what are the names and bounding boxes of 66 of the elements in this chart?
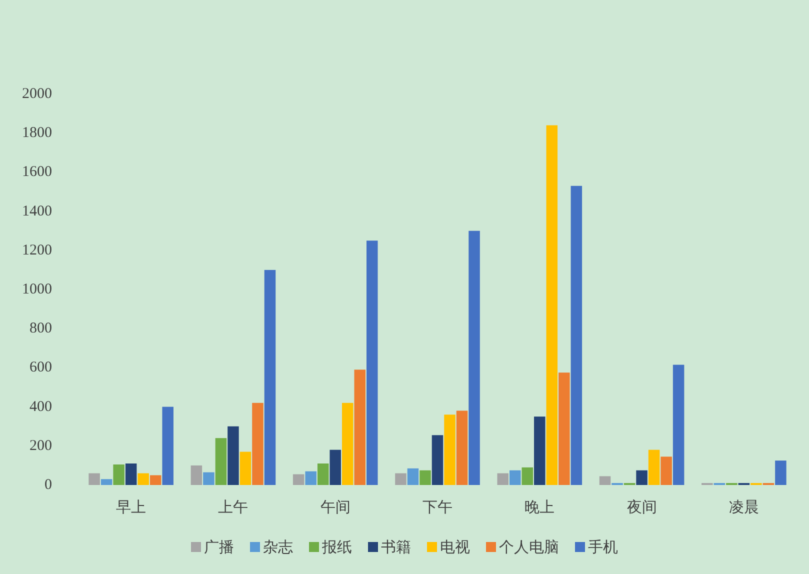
y-tick-label: 1000 bbox=[22, 282, 52, 298]
bar bbox=[407, 468, 419, 485]
bar bbox=[366, 240, 378, 485]
y-tick-label: 1800 bbox=[22, 125, 52, 142]
y-tick-label: 200 bbox=[30, 438, 52, 454]
y-tick-label: 0 bbox=[44, 477, 52, 493]
bar bbox=[330, 450, 341, 485]
bar bbox=[420, 470, 431, 485]
y-tick-label: 600 bbox=[30, 360, 52, 376]
bar bbox=[570, 186, 582, 485]
bar bbox=[100, 479, 112, 485]
x-tick-label: 早上 bbox=[116, 498, 146, 516]
legend-label: 书籍 bbox=[381, 538, 411, 556]
bar bbox=[636, 470, 648, 485]
bar bbox=[317, 463, 329, 485]
y-tick-label: 1200 bbox=[22, 242, 52, 258]
bar bbox=[342, 402, 354, 485]
bar bbox=[468, 230, 480, 485]
bar bbox=[125, 463, 137, 485]
bar bbox=[138, 473, 149, 485]
bar bbox=[264, 270, 276, 485]
bar bbox=[660, 456, 672, 485]
legend-label: 报纸 bbox=[321, 538, 352, 556]
legend-label: 杂志 bbox=[263, 538, 293, 556]
x-tick-label: 下午 bbox=[422, 498, 452, 516]
bar bbox=[672, 364, 684, 485]
bar bbox=[305, 471, 316, 485]
y-tick-label: 1400 bbox=[22, 203, 52, 220]
x-tick-label: 上午 bbox=[218, 498, 248, 516]
y-tick-label: 2000 bbox=[22, 86, 52, 102]
bar bbox=[228, 426, 239, 485]
bar bbox=[534, 416, 546, 485]
bar bbox=[190, 465, 202, 485]
bar bbox=[444, 414, 456, 485]
bar bbox=[88, 473, 100, 485]
y-tick-label: 800 bbox=[30, 320, 52, 337]
legend-label: 电视 bbox=[440, 538, 470, 556]
bar bbox=[354, 370, 366, 485]
x-tick-label: 晚上 bbox=[524, 498, 555, 516]
bar bbox=[456, 410, 468, 485]
bar bbox=[395, 473, 406, 485]
legend-label: 广播 bbox=[204, 538, 234, 556]
bar bbox=[510, 470, 521, 485]
bar bbox=[432, 435, 444, 485]
bar bbox=[648, 450, 660, 485]
bar bbox=[252, 402, 264, 485]
bar bbox=[215, 438, 227, 485]
bar bbox=[162, 406, 174, 485]
x-tick-label: 凌晨 bbox=[728, 498, 759, 516]
x-tick-label: 夜间 bbox=[626, 498, 657, 516]
bar bbox=[292, 474, 304, 485]
bar bbox=[775, 460, 786, 485]
bar bbox=[522, 467, 534, 485]
x-tick-label: 午间 bbox=[320, 498, 350, 516]
bar bbox=[203, 472, 214, 485]
legend-label: 手机 bbox=[588, 538, 618, 556]
bar bbox=[150, 475, 162, 485]
legend-label: 个人电脑 bbox=[499, 538, 559, 556]
bar bbox=[599, 476, 611, 485]
bar bbox=[113, 464, 124, 485]
bar bbox=[558, 372, 570, 485]
bar bbox=[546, 125, 558, 485]
bar bbox=[240, 452, 252, 485]
y-tick-label: 1600 bbox=[22, 164, 52, 180]
bar bbox=[497, 473, 508, 485]
y-tick-label: 400 bbox=[30, 398, 52, 415]
